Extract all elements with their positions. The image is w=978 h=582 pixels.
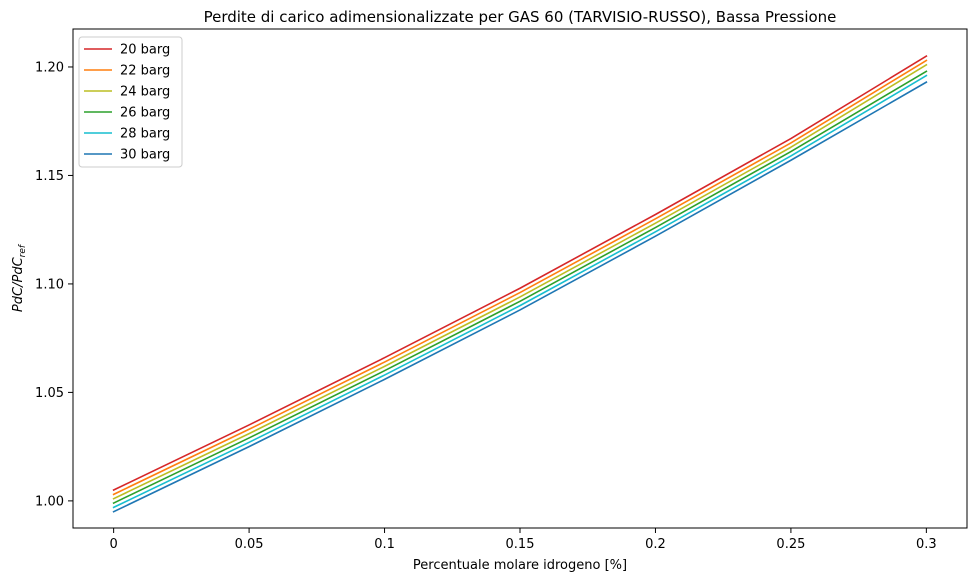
series-line (112, 55, 928, 492)
series-line (112, 81, 928, 513)
x-tick-label: 0.2 (645, 537, 666, 552)
legend-label: 22 barg (120, 64, 170, 79)
y-axis-label-sub: ref (18, 243, 28, 257)
legend-label: 24 barg (120, 85, 170, 100)
x-tick-label: 0.1 (374, 537, 395, 552)
series-line (112, 59, 928, 496)
legend-label: 20 barg (120, 43, 170, 58)
legend: 20 barg 22 barg 24 barg 26 barg 28 barg 30 ba… (78, 36, 183, 168)
series-line (112, 63, 928, 500)
y-axis-label-main: PdC/PdC (11, 256, 26, 312)
legend-label: 30 barg (120, 148, 170, 163)
x-axis-label: Percentuale molare idrogeno [%] (413, 558, 627, 573)
y-tick-label: 1.15 (35, 169, 64, 184)
y-tick-label: 1.20 (35, 60, 64, 75)
y-tick-label: 1.05 (35, 386, 64, 401)
series-lines (112, 55, 928, 513)
series-line (112, 70, 928, 505)
x-tick-label: 0.15 (506, 537, 535, 552)
x-tick-label: 0.05 (235, 537, 264, 552)
chart-title: Perdite di carico adimensionalizzate per… (204, 8, 837, 26)
legend-items: 20 barg 22 barg 24 barg 26 barg 28 barg 30 ba… (84, 43, 170, 163)
x-tick-label: 0 (109, 537, 117, 552)
axis-ticks: 0 0.05 0.1 0.15 0.2 0.25 0.3 1.00 1.05 1.10 1.15 1.… (35, 60, 937, 552)
series-line (112, 74, 928, 509)
x-tick-label: 0.3 (916, 537, 937, 552)
y-axis-label: PdC/PdCref (11, 243, 28, 312)
legend-label: 26 barg (120, 106, 170, 121)
legend-label: 28 barg (120, 127, 170, 142)
plot-frame (72, 28, 968, 529)
y-tick-label: 1.00 (35, 494, 64, 509)
x-tick-label: 0.25 (776, 537, 805, 552)
y-tick-label: 1.10 (35, 277, 64, 292)
